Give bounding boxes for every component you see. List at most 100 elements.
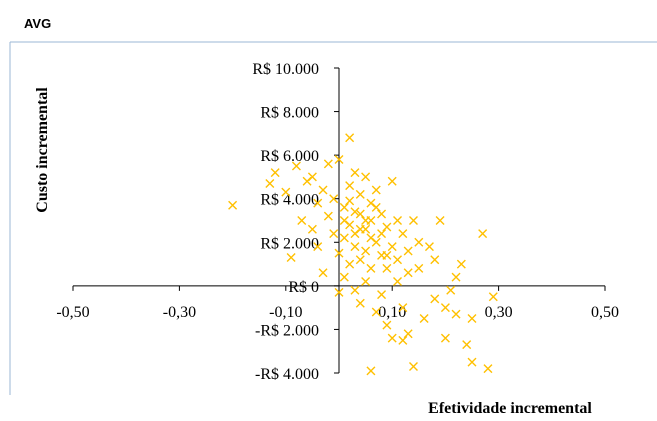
point [313, 198, 323, 208]
point [483, 364, 493, 374]
point [446, 285, 456, 295]
point [414, 237, 424, 247]
point [387, 333, 397, 343]
point [307, 172, 317, 182]
point [382, 320, 392, 330]
point [350, 285, 360, 295]
chart-title: AVG [24, 16, 51, 31]
point [355, 298, 365, 308]
point [403, 246, 413, 256]
y-tick-label: R$ 2.000 [260, 235, 319, 252]
point [334, 155, 344, 164]
x-tick-label: -0,30 [163, 304, 196, 321]
y-tick-label: R$ 0 [288, 279, 319, 296]
point [323, 159, 333, 169]
y-tick-label: R$ 6.000 [260, 148, 319, 165]
y-tick-label: R$ 4.000 [260, 192, 319, 209]
point [345, 133, 355, 143]
point [345, 181, 355, 191]
point [361, 224, 371, 234]
y-axis-title: Custo incremental [34, 87, 51, 213]
point [462, 340, 472, 350]
point [456, 259, 466, 269]
point [318, 185, 328, 195]
point [430, 255, 440, 265]
point [307, 224, 317, 234]
y-tick-label: -R$ 2.000 [255, 322, 319, 339]
point [361, 172, 371, 182]
point [387, 242, 397, 252]
point [419, 314, 429, 324]
point [297, 216, 307, 225]
x-tick-label: 0,10 [378, 304, 406, 321]
point [318, 268, 328, 278]
point [371, 185, 381, 195]
point [488, 292, 498, 302]
point [334, 287, 344, 297]
point [270, 168, 280, 178]
point [424, 242, 434, 252]
point [281, 187, 291, 197]
point [265, 178, 275, 188]
point [440, 333, 450, 343]
point [355, 209, 365, 219]
point [350, 242, 360, 252]
point [313, 242, 323, 252]
point [467, 357, 477, 367]
point [440, 303, 450, 313]
point [398, 303, 408, 313]
point [329, 229, 339, 239]
point [339, 216, 349, 225]
point [366, 263, 376, 273]
x-tick-label: 0,30 [485, 304, 513, 321]
point [467, 314, 477, 324]
point [451, 309, 461, 319]
point [403, 268, 413, 278]
point [361, 246, 371, 256]
point [345, 196, 355, 206]
point [350, 168, 360, 178]
point [382, 222, 392, 232]
point [334, 248, 344, 258]
point [355, 255, 365, 265]
x-axis-title: Efetividade incremental [428, 400, 592, 417]
point [345, 259, 355, 269]
point [398, 229, 408, 239]
point [382, 263, 392, 273]
point [350, 207, 360, 217]
point [387, 176, 397, 186]
point [323, 211, 333, 221]
point [339, 202, 349, 212]
point [350, 229, 360, 239]
point [355, 189, 365, 199]
x-tick-label: 0,50 [591, 304, 619, 321]
y-tick-label: R$ 10.000 [252, 61, 319, 78]
point [478, 229, 488, 239]
point [393, 277, 403, 286]
point [371, 202, 381, 212]
y-tick-label: R$ 8.000 [260, 105, 319, 122]
point [451, 272, 461, 282]
point [398, 335, 408, 345]
point [377, 229, 387, 239]
point [403, 329, 413, 339]
point [393, 255, 403, 265]
point [329, 194, 339, 204]
point [371, 307, 381, 317]
y-tick-label: -R$ 4.000 [255, 366, 319, 383]
point [408, 216, 418, 225]
point [408, 361, 418, 371]
point [414, 263, 424, 273]
point [291, 161, 301, 171]
point [361, 277, 371, 286]
x-tick-label: -0,10 [269, 304, 302, 321]
x-tick-label: -0,50 [56, 304, 89, 321]
point [435, 216, 445, 225]
point [339, 233, 349, 243]
point [228, 200, 238, 210]
point [382, 250, 392, 260]
point [286, 253, 296, 263]
point [377, 209, 387, 219]
point [393, 216, 403, 225]
